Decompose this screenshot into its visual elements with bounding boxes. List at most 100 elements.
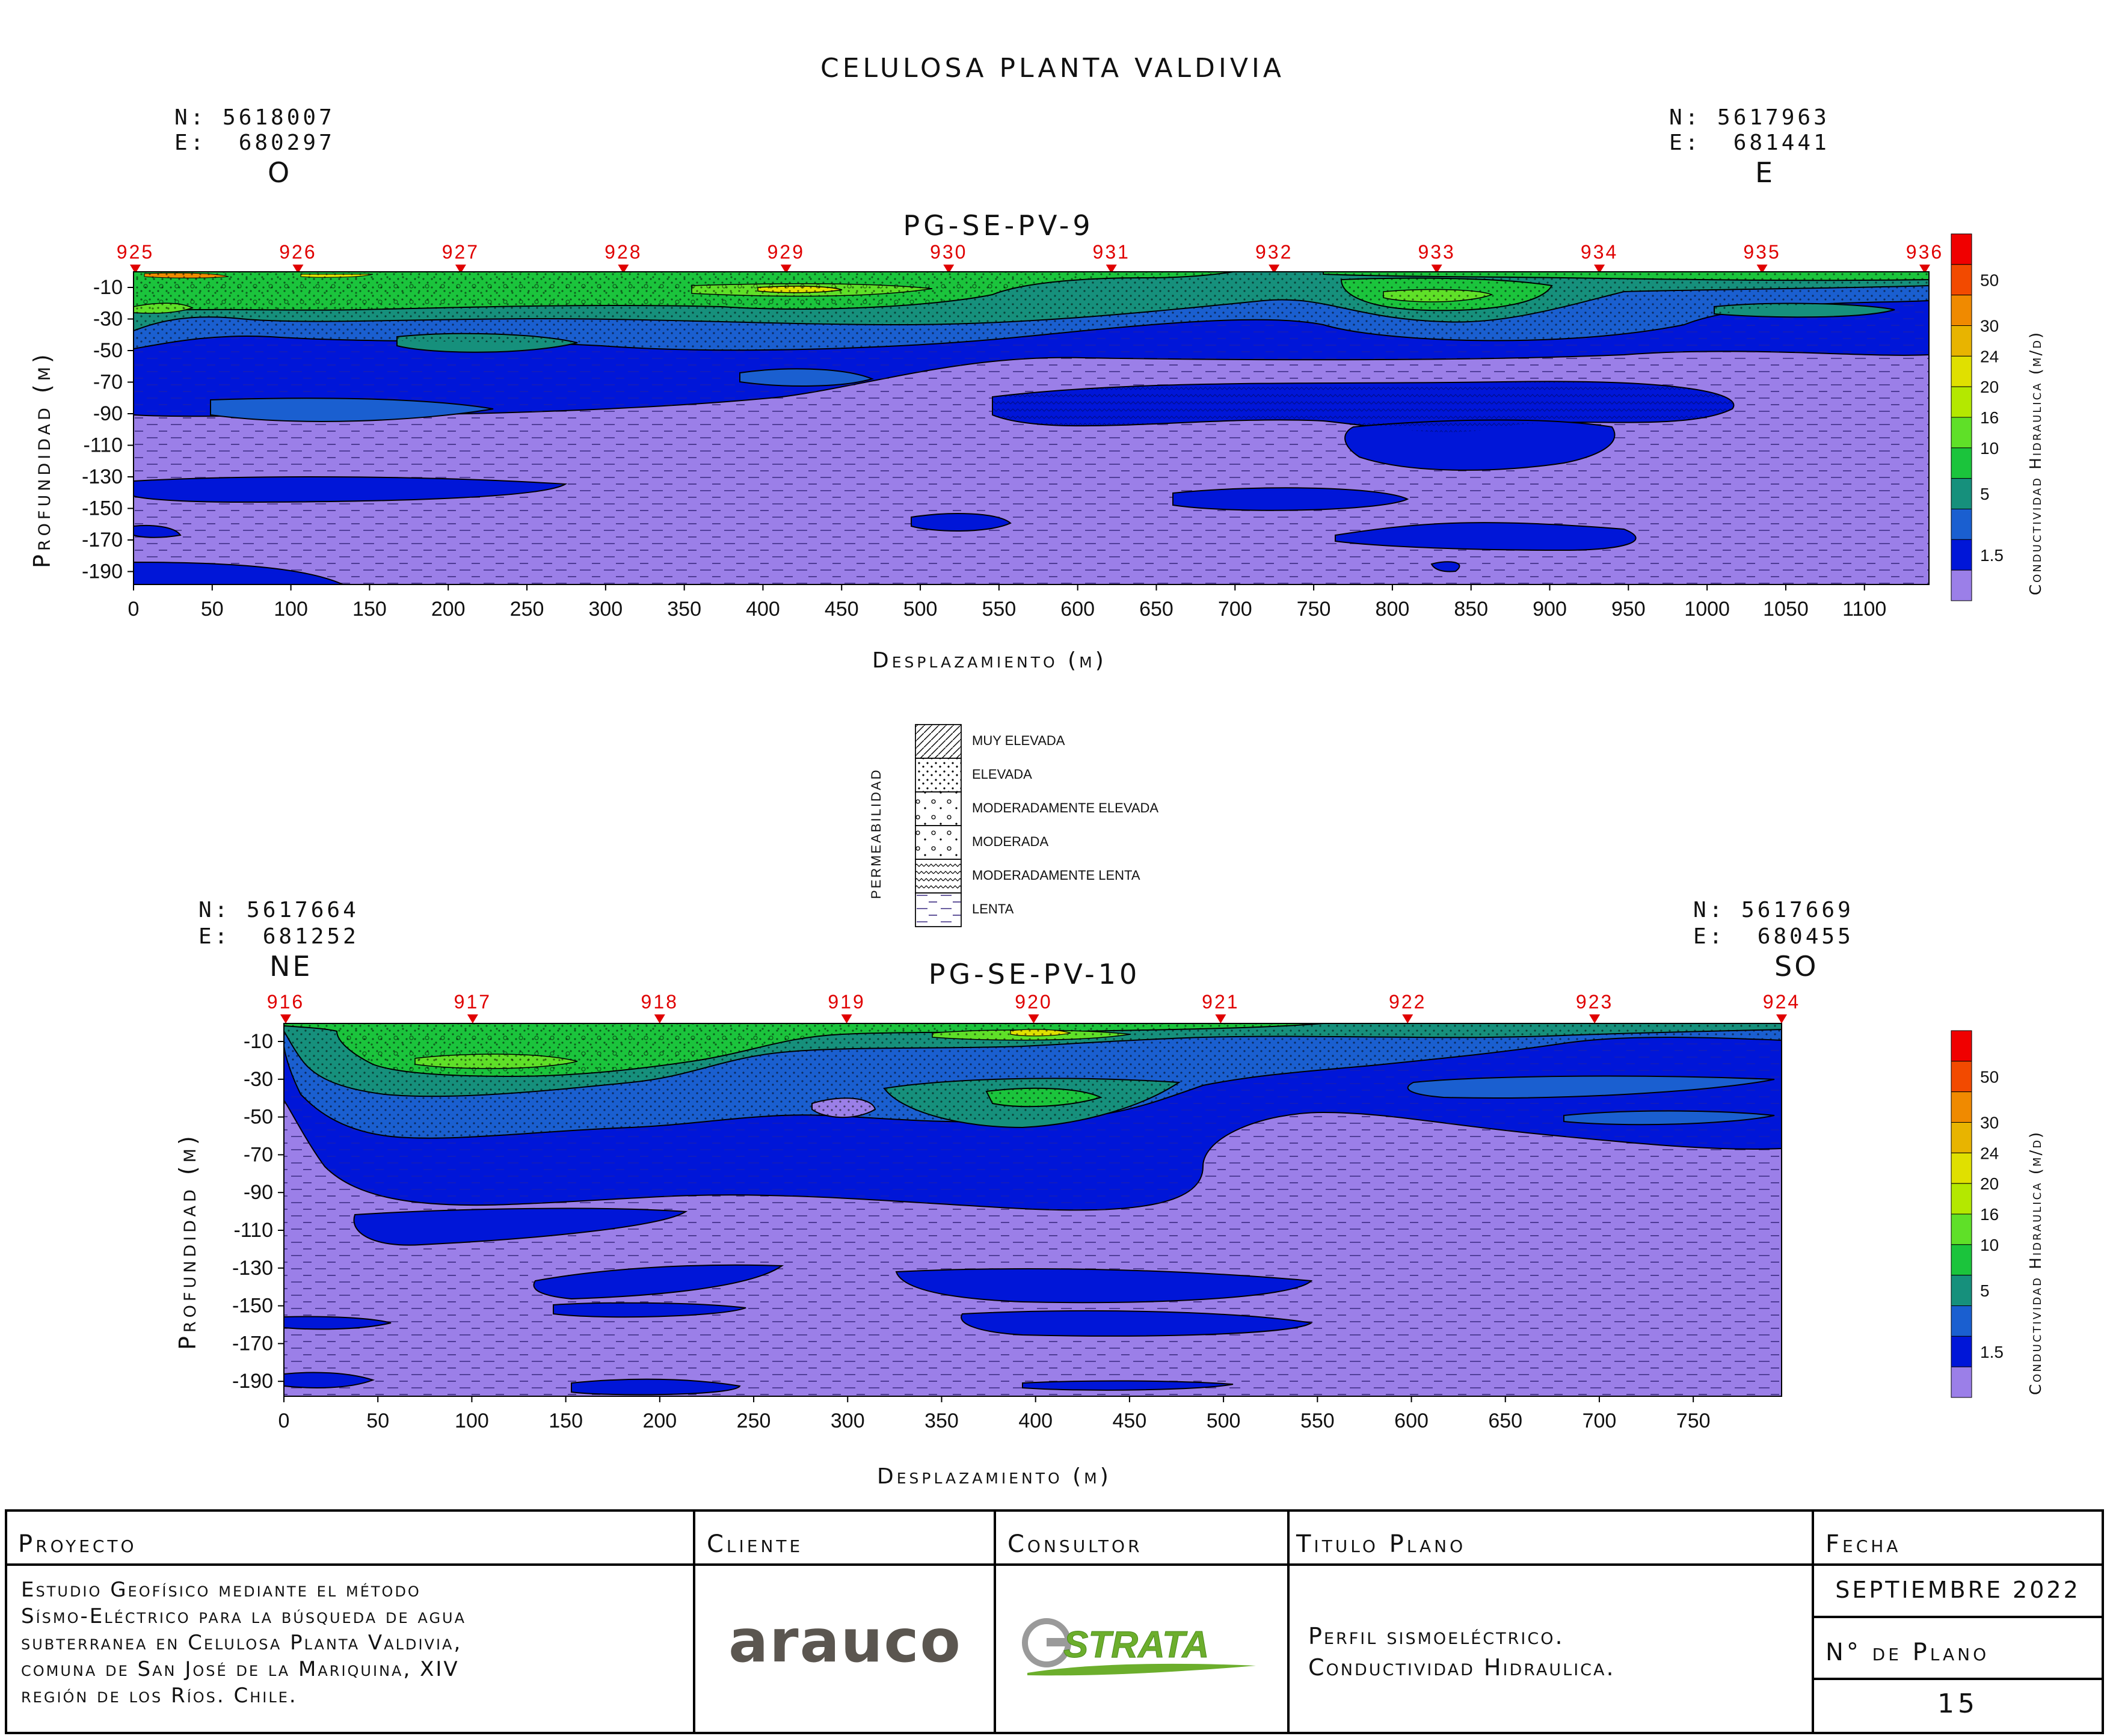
station-marker [467, 1014, 478, 1023]
colorbar-swatch [1951, 1366, 1972, 1398]
station-marker [1402, 1014, 1413, 1023]
x-tick-label: 150 [549, 1409, 583, 1431]
y-tick-label: -90 [244, 1181, 273, 1204]
y-tick-label: -70 [244, 1143, 273, 1166]
colorbar-swatch [1951, 1275, 1972, 1306]
legend-item-label: LENTA [972, 901, 1014, 916]
page-title: CELULOSA PLANTA VALDIVIA [820, 53, 1285, 84]
colorbar-swatch [1951, 509, 1972, 540]
x-tick-label: 200 [431, 598, 466, 621]
profile2-left-east: E: 681252 [198, 924, 359, 949]
station-label: 921 [1202, 991, 1239, 1013]
colorbar-label: 16 [1980, 408, 1999, 427]
colorbar-label: 30 [1980, 317, 1999, 336]
y-tick-label: -130 [82, 465, 123, 488]
station-marker [1594, 265, 1605, 274]
colorbar-swatch [1951, 264, 1972, 296]
station-marker [841, 1014, 852, 1023]
profile2-section: 916 917 918 919 920 921 922 923 924 -10 -30 -50 -70… [232, 991, 1800, 1431]
colorbar-label: 30 [1980, 1114, 1999, 1132]
x-tick-label: 700 [1583, 1409, 1617, 1431]
station-label: 933 [1418, 241, 1455, 263]
station-label: 934 [1581, 241, 1618, 263]
colorbar-swatch [1951, 1030, 1972, 1062]
x-tick-label: 900 [1533, 598, 1567, 621]
x-tick-label: 50 [201, 598, 224, 621]
x-tick-label: 50 [366, 1409, 389, 1431]
strata-logo: STRATA [1015, 1606, 1268, 1690]
station-label: 922 [1389, 991, 1426, 1013]
station-label: 920 [1015, 991, 1052, 1013]
station-marker [943, 265, 955, 274]
profile2-plot [283, 1023, 1782, 1397]
station-label: 935 [1743, 241, 1780, 263]
colorbar2-title: Conductividad Hidraulica (m/d) [2027, 1130, 2045, 1395]
profile2-xlabel: Desplazamiento (m) [877, 1464, 1112, 1489]
plano-header: N° de Plano [1826, 1639, 1990, 1666]
profile1-plot [133, 271, 1930, 585]
legend-swatch [915, 758, 962, 793]
station-label: 932 [1255, 241, 1293, 263]
legend-item-label: MODERADAMENTE ELEVADA [972, 800, 1158, 815]
colorbar-swatch [1951, 386, 1972, 418]
x-tick-label: 100 [274, 598, 308, 621]
x-tick-label: 450 [825, 598, 859, 621]
station-marker [1776, 1014, 1787, 1023]
x-tick-label: 150 [352, 598, 387, 621]
y-tick-label: -190 [82, 560, 123, 583]
legend-item-label: MUY ELEVADA [972, 733, 1065, 748]
colorbar-swatch [1951, 1152, 1972, 1184]
station-label: 926 [279, 241, 316, 263]
colorbar-label: 10 [1980, 1236, 1999, 1254]
station-label: 929 [767, 241, 805, 263]
profile2-left-north: N: 5617664 [198, 898, 359, 922]
y-tick-label: -190 [232, 1370, 273, 1393]
x-tick-label: 1050 [1763, 598, 1809, 621]
profile1-name: PG-SE-PV-9 [903, 209, 1094, 242]
colorbar-swatch [1951, 233, 1972, 265]
colorbar-label: 50 [1980, 271, 1999, 289]
colorbar-swatch [1951, 1336, 1972, 1367]
colorbar-swatch [1951, 447, 1972, 479]
y-tick-label: -10 [93, 276, 123, 299]
titulo-header: Titulo Plano [1296, 1530, 1466, 1558]
station-marker [780, 265, 792, 274]
colorbar-swatch [1951, 325, 1972, 357]
colorbar-label: 5 [1980, 485, 1990, 503]
x-tick-label: 600 [1060, 598, 1095, 621]
x-tick-label: 400 [746, 598, 780, 621]
proyecto-text: Estudio Geofísico mediante el método Sís… [21, 1578, 467, 1708]
station-label: 925 [117, 241, 154, 263]
colorbar-swatch [1951, 295, 1972, 326]
legend-title: PERMEABILIDAD [869, 768, 884, 900]
titulo-text: Perfil sismoeléctrico. Conductividad Hid… [1308, 1623, 1616, 1681]
strata-logo-mark: STRATA [1022, 1618, 1256, 1676]
station-marker [455, 265, 466, 274]
x-tick-label: 650 [1139, 598, 1173, 621]
legend-swatch [915, 859, 962, 894]
x-tick-label: 700 [1218, 598, 1252, 621]
station-marker [1589, 1014, 1601, 1023]
y-tick-label: -90 [93, 402, 123, 425]
x-tick-label: 250 [510, 598, 544, 621]
y-tick-label: -70 [93, 371, 123, 394]
profile1-left-east: E: 680297 [174, 130, 335, 155]
profile2-right-direction: SO [1774, 950, 1819, 983]
station-marker [1919, 265, 1930, 274]
colorbar-swatch [1951, 355, 1972, 387]
profile1-left-north: N: 5618007 [174, 105, 335, 130]
y-tick-label: -170 [82, 529, 123, 551]
colorbar-label: 5 [1980, 1281, 1990, 1300]
x-tick-label: 100 [455, 1409, 489, 1431]
station-label: 924 [1763, 991, 1800, 1013]
station-label: 936 [1906, 241, 1943, 263]
station-marker [1106, 265, 1117, 274]
y-tick-label: -10 [244, 1030, 273, 1053]
station-label: 918 [641, 991, 678, 1013]
colorbar-label: 1.5 [1980, 546, 2004, 565]
station-label: 916 [267, 991, 304, 1013]
colorbar-label: 20 [1980, 1174, 1999, 1193]
station-label: 928 [604, 241, 642, 263]
colorbar-label: 1.5 [1980, 1343, 2004, 1361]
fecha-header: Fecha [1826, 1530, 1901, 1558]
